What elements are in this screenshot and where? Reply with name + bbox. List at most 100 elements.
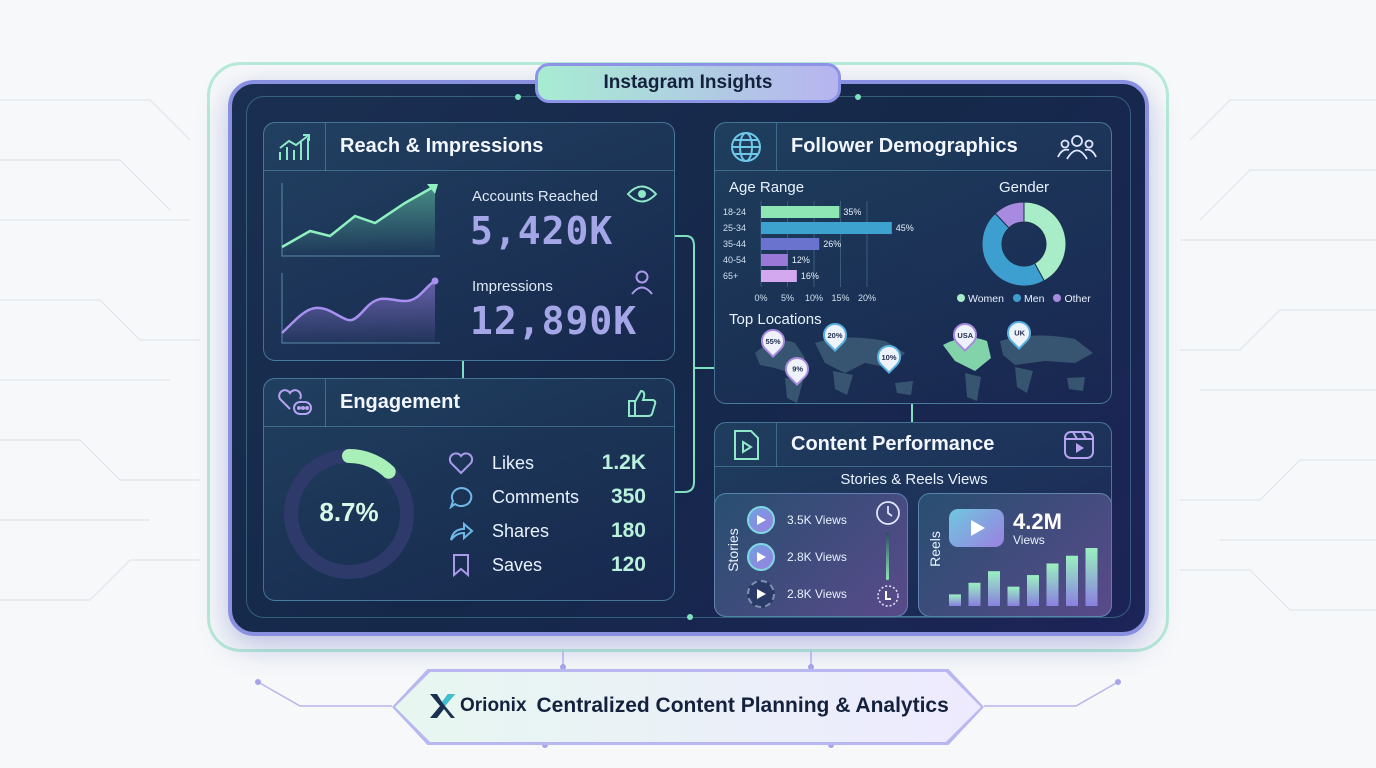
age-tick-label: 15% [831,293,849,303]
age-tick-label: 5% [781,293,794,303]
story-views: 2.8K Views [787,587,847,601]
story-views: 2.8K Views [787,550,847,564]
play-icon[interactable] [747,543,775,571]
age-bar [761,270,797,282]
video-file-icon [715,422,777,467]
reels-bar [1066,555,1078,606]
footer-banner [395,672,981,742]
age-category-label: 35-44 [723,239,746,249]
growth-chart-icon [264,122,326,171]
reels-bar [1027,575,1039,606]
engagement-item-comments: Comments 350 [448,480,646,514]
reels-bar [968,582,981,606]
timeline-bar [886,532,889,580]
content-title: Content Performance [791,433,995,455]
gender-legend: Women Men Other [957,293,1091,305]
reels-bar [1007,586,1020,606]
gender-title: Gender [999,179,1050,196]
brand-name: Orionix [460,695,527,716]
reach-title: Reach & Impressions [340,135,544,157]
age-value-label: 16% [801,271,819,281]
reels-views-unit: Views [1013,533,1045,547]
reels-bar [1046,563,1059,606]
play-video-icon[interactable] [949,509,1004,547]
engagement-rate: 8.7% [319,497,379,527]
reels-views-value: 4.2M [1013,509,1062,534]
story-item[interactable]: 2.8K Views [747,580,847,608]
shares-value: 180 [610,519,646,542]
saves-value: 120 [610,553,646,576]
age-range-chart: 0% 5% 10% 15% 20% 18-24 35% 25-34 45% 35-44 26% 40-… [723,201,914,303]
gender-slice-men [981,212,1045,287]
page-title: Instagram Insights [535,63,841,103]
age-tick-label: 0% [754,293,767,303]
stories-card: Stories 3.5K Views 2.8K Views 2.8K Views [714,493,908,617]
age-bar [761,206,840,218]
gender-slice-other [994,201,1025,229]
users-group-icon [1057,134,1097,159]
gender-legend-item: Other [1053,293,1091,305]
comment-icon [449,486,473,509]
accounts-reached-label: Accounts Reached [472,188,598,205]
heart-icon [448,452,474,475]
orionix-logo-icon [430,694,455,718]
reels-card: Reels 4.2M Views [918,493,1112,617]
reels-bar [1085,548,1098,606]
accounts-reached-value: 5,420K [470,209,614,253]
top-locations-title: Top Locations [729,311,822,328]
age-category-label: 25-34 [723,223,746,233]
engagement-title: Engagement [340,391,461,413]
play-icon[interactable] [747,506,775,534]
content-subtitle: Stories & Reels Views [840,471,988,488]
reach-line-chart [281,183,440,257]
gender-legend-item: Men [1013,293,1044,305]
reels-label: Reels [927,531,943,567]
engagement-rate-gauge [284,449,414,579]
engagement-item-saves: Saves 120 [448,548,646,582]
clock-icon [876,501,900,525]
age-tick-label: 20% [858,293,876,303]
impressions-line-chart [281,273,440,344]
story-item[interactable]: 2.8K Views [747,543,847,571]
gender-donut-chart [981,201,1067,287]
age-category-label: 18-24 [723,207,746,217]
user-icon [631,270,653,295]
reels-icon [1064,430,1094,459]
eye-icon [626,185,658,203]
reels-bar [949,594,961,606]
age-bar [761,254,788,266]
reach-impressions-panel: Reach & Impressions Accounts Reached 5,4… [263,122,675,361]
age-category-label: 40-54 [723,255,746,265]
thumbs-up-icon [628,389,657,417]
globe-icon [715,122,777,171]
impressions-label: Impressions [472,278,553,295]
engagement-item-likes: Likes 1.2K [448,446,646,480]
age-value-label: 12% [792,255,810,265]
story-item[interactable]: 3.5K Views [747,506,847,534]
shares-label: Shares [492,520,550,541]
bookmark-icon [453,554,469,577]
age-value-label: 35% [843,207,861,217]
gender-slice-women [1023,201,1067,282]
age-bar [761,222,892,234]
story-views: 3.5K Views [787,513,847,527]
share-icon [450,521,474,541]
age-category-label: 65+ [723,271,738,281]
footer-content: Orionix Centralized Content Planning & A… [428,692,949,720]
age-tick-label: 10% [805,293,823,303]
age-value-label: 26% [823,239,841,249]
likes-value: 1.2K [601,451,646,474]
impressions-value: 12,890K [470,299,638,343]
stories-label: Stories [725,528,741,572]
engagement-item-shares: Shares 180 [448,514,646,548]
comments-value: 350 [610,485,646,508]
age-value-label: 45% [896,223,914,233]
demographics-title: Follower Demographics [791,135,1018,157]
gender-legend-item: Women [957,293,1004,305]
likes-label: Likes [492,452,535,473]
hearts-chat-icon [264,378,326,427]
age-bar [761,238,820,250]
engagement-panel: Engagement 8.7% Likes 1.2K Comments 350 Sh… [263,378,675,601]
play-icon[interactable] [747,580,775,608]
saves-label: Saves [492,554,543,575]
